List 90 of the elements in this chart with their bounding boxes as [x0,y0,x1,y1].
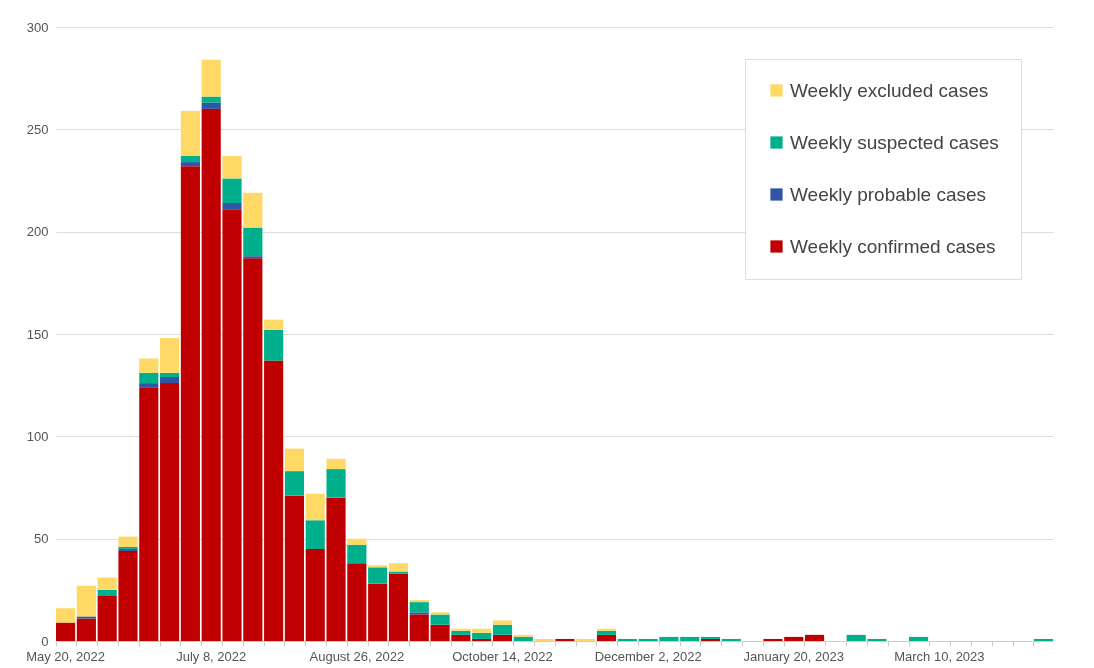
bar [243,192,263,228]
bar [409,602,429,613]
bar [201,102,221,109]
bar [451,630,471,635]
y-tick-label: 250 [26,121,49,137]
x-tick-label: July 8, 2022 [176,648,247,664]
bar [596,628,617,631]
bar [118,536,138,547]
bar [180,162,200,167]
bar [409,600,429,603]
bar [264,360,284,641]
y-tick-label: 0 [41,633,49,649]
bar [139,383,159,388]
bar [180,166,200,641]
bar [388,563,409,572]
bar [513,636,533,641]
bar [326,458,346,470]
bar [617,638,637,641]
bar [160,372,180,377]
legend-label: Weekly excluded cases [790,79,989,101]
bar [160,376,180,384]
bar [430,612,450,615]
bar [513,634,533,637]
bar [160,383,180,641]
bar [492,620,513,625]
x-tick-label: May 20, 2022 [26,648,105,664]
bar [805,634,825,641]
bar [284,471,304,496]
x-tick-label: December 2, 2022 [594,648,702,664]
bar [909,636,929,641]
x-tick-label: March 10, 2023 [894,648,985,664]
y-tick-label: 200 [26,224,49,240]
bar [160,338,180,373]
bar [368,567,388,584]
bar [326,469,346,498]
bar [596,634,617,641]
y-tick-label: 300 [26,19,49,35]
y-tick-label: 150 [26,326,49,342]
bar [347,538,367,545]
bar [284,448,304,472]
bar [264,329,284,361]
bar [180,110,200,156]
bar [451,628,471,631]
legend-label: Weekly probable cases [790,183,987,205]
bar [472,632,492,639]
bar [492,624,513,635]
bar [76,585,96,617]
legend-label: Weekly suspected cases [790,131,999,153]
bar [222,203,242,210]
bar [576,638,596,641]
bar [76,618,96,641]
x-tick-label: August 26, 2022 [309,648,405,664]
bar [56,608,76,623]
x-tick-label: October 14, 2022 [452,648,553,664]
y-tick-label: 100 [26,428,49,444]
bar [305,520,325,549]
bar [347,544,367,564]
bar [180,155,200,163]
legend-label: Weekly confirmed cases [790,235,996,257]
bar [388,573,409,641]
bar [284,495,304,641]
bar [430,614,450,625]
bar [222,178,242,204]
y-tick-label: 50 [34,531,49,547]
bar [1033,638,1053,641]
bar [368,565,388,568]
bar [305,493,325,521]
bar [472,628,492,633]
bar [97,577,117,590]
bar [492,634,513,641]
bar [97,589,117,596]
bar [596,630,617,635]
bar [555,638,575,641]
bar [721,638,741,641]
bar [139,372,159,384]
bar [264,319,284,330]
bar [76,616,96,619]
bar [139,358,159,373]
bar [368,583,388,641]
bar [388,571,409,574]
bar [201,96,221,103]
bar [243,227,263,257]
bar [409,612,429,615]
bar [201,59,221,97]
bar [534,638,554,641]
bar [56,622,76,641]
bar [243,256,263,259]
x-tick-label: January 20, 2023 [743,648,844,664]
bar [472,638,492,641]
bar [222,155,242,179]
